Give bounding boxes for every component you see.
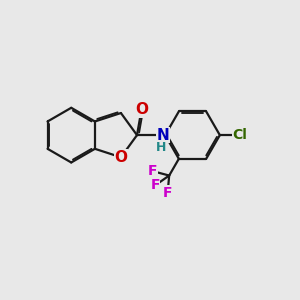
Text: Cl: Cl (232, 128, 247, 142)
Text: F: F (163, 186, 172, 200)
Text: N: N (157, 128, 169, 142)
Text: O: O (114, 150, 128, 165)
Text: F: F (148, 164, 157, 178)
Text: H: H (156, 141, 167, 154)
Text: O: O (135, 102, 148, 117)
Text: F: F (150, 178, 160, 192)
